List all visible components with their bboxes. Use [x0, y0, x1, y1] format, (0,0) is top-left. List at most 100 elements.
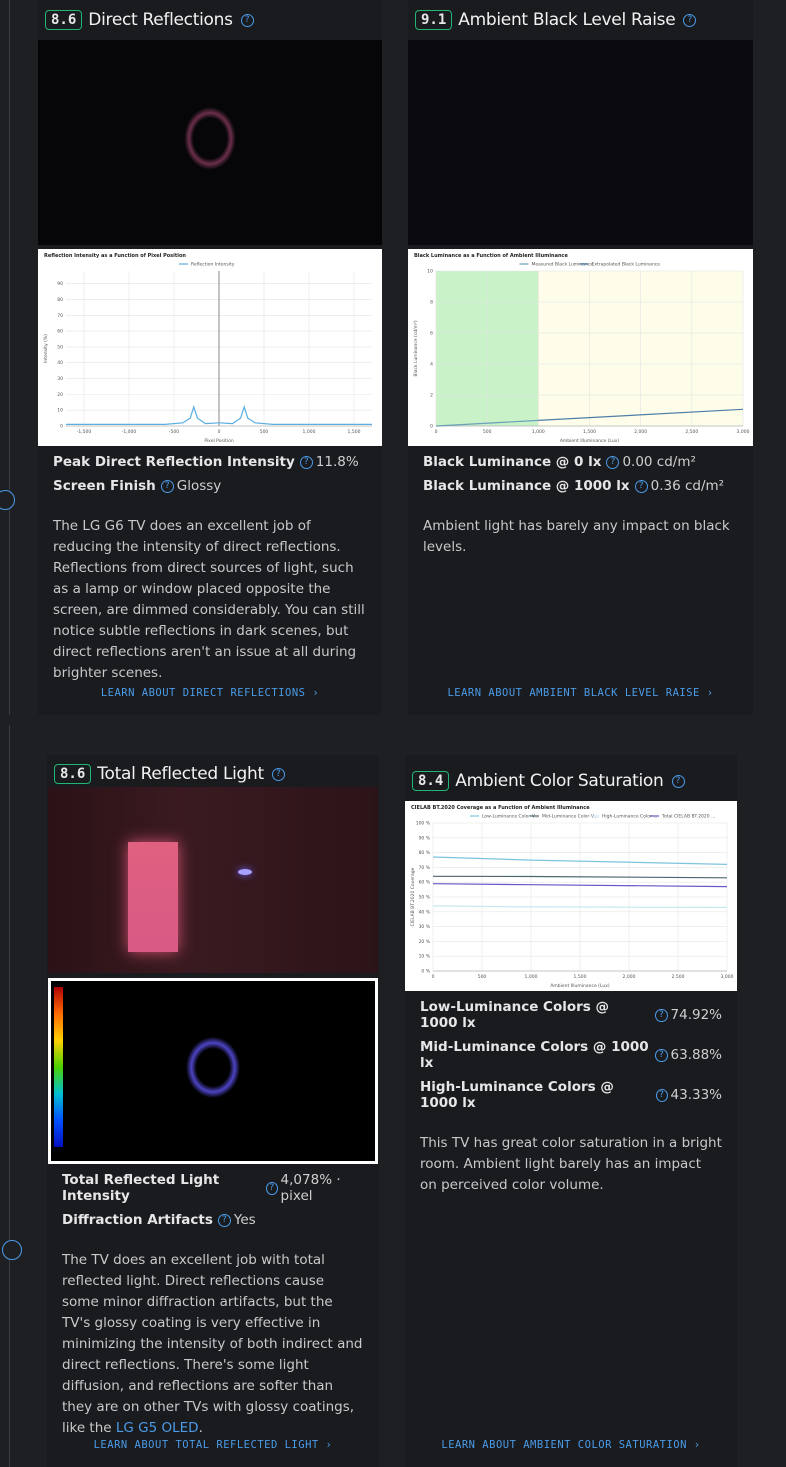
- x-axis-label: Ambient Illuminance (Lux): [550, 983, 610, 989]
- learn-link[interactable]: LEARN ABOUT AMBIENT COLOR SATURATION ›: [405, 1439, 737, 1467]
- x-tick-label: 1,500: [583, 429, 596, 435]
- card-header: 8.4 Ambient Color Saturation?: [405, 761, 737, 801]
- help-icon[interactable]: ?: [217, 1213, 231, 1227]
- photo: [48, 787, 378, 973]
- y-tick-label: 70 %: [419, 865, 431, 871]
- photo: [38, 40, 382, 245]
- x-tick-label: 1,500: [348, 429, 361, 435]
- metric: Total Reflected Light Intensity? 4,078% ·…: [62, 1172, 364, 1204]
- x-axis-label: Pixel Position: [204, 438, 234, 444]
- toc-button[interactable]: [0, 490, 15, 510]
- color-scale: [54, 987, 63, 1147]
- score-badge: 8.6: [54, 764, 92, 784]
- y-tick-label: 10: [427, 269, 433, 275]
- help-icon[interactable]: ?: [299, 455, 313, 469]
- card: 8.4 Ambient Color Saturation? CIELAB BT.20…: [405, 755, 737, 1467]
- x-tick-label: -1,500: [77, 429, 92, 435]
- y-tick-label: 0 %: [421, 969, 430, 975]
- card-title: Ambient Color Saturation: [455, 771, 664, 791]
- card-header: 8.6 Direct Reflections?: [38, 0, 382, 40]
- x-tick-label: 500: [478, 974, 487, 980]
- metric-label: Black Luminance @ 0 lx: [423, 454, 602, 470]
- help-icon[interactable]: ?: [606, 455, 620, 469]
- metric: Black Luminance @ 0 lx? 0.00 cd/m²: [423, 454, 738, 470]
- description: This TV has great color saturation in a …: [405, 1119, 737, 1196]
- metrics: Total Reflected Light Intensity? 4,078% ·…: [47, 1164, 379, 1236]
- legend-label: Total CIELAB BT.2020 ...: [661, 814, 715, 820]
- help-icon[interactable]: ?: [655, 1048, 668, 1062]
- help-icon[interactable]: ?: [655, 1088, 668, 1102]
- chevron: ›: [305, 687, 320, 699]
- rail-line: [9, 725, 10, 1467]
- legend-label: Reflection Intensity: [191, 262, 235, 268]
- metric: Diffraction Artifacts? Yes: [62, 1212, 364, 1228]
- y-tick-label: 20: [57, 392, 63, 398]
- x-tick-label: 1,000: [303, 429, 316, 435]
- learn-link[interactable]: LEARN ABOUT DIRECT REFLECTIONS ›: [38, 687, 382, 715]
- y-tick-label: 10 %: [419, 954, 431, 960]
- help-icon[interactable]: ?: [655, 1008, 668, 1022]
- y-tick-label: 0: [60, 424, 63, 430]
- help-icon[interactable]: ?: [271, 767, 285, 781]
- help-icon[interactable]: ?: [240, 13, 254, 27]
- x-tick-label: 1,000: [525, 974, 538, 980]
- x-tick-label: 0: [218, 429, 221, 435]
- x-tick-label: -500: [169, 429, 179, 435]
- legend-label: Measured Black Luminance: [532, 262, 594, 268]
- card: 9.1 Ambient Black Level Raise? Black Lumin…: [408, 0, 753, 715]
- light-spot: [238, 869, 252, 875]
- inline-link[interactable]: LG G5 OLED: [115, 1420, 199, 1436]
- metric-label: Mid-Luminance Colors @ 1000 lx: [420, 1039, 649, 1071]
- metrics: Low-Luminance Colors @ 1000 lx? 74.92% Mid…: [405, 991, 737, 1119]
- data-line: [435, 419, 539, 427]
- metric-value: 11.8%: [315, 454, 359, 470]
- learn-link[interactable]: LEARN ABOUT TOTAL REFLECTED LIGHT ›: [47, 1439, 379, 1467]
- legend-label: Mid-Luminance Color V...: [542, 814, 598, 820]
- photo: [408, 40, 753, 245]
- help-icon[interactable]: ?: [160, 479, 174, 493]
- x-tick-label: 3,000: [737, 429, 750, 435]
- learn-text: LEARN ABOUT DIRECT REFLECTIONS: [100, 687, 306, 699]
- help-icon[interactable]: ?: [634, 479, 648, 493]
- description: The TV does an excellent job with total …: [47, 1236, 379, 1439]
- learn-link[interactable]: LEARN ABOUT AMBIENT BLACK LEVEL RAISE ›: [408, 687, 753, 715]
- card-title: Ambient Black Level Raise: [458, 10, 676, 30]
- y-tick-label: 40 %: [419, 909, 431, 915]
- card: 8.6 Total Reflected Light? Total Reflected…: [47, 755, 379, 1467]
- y-tick-label: 80: [57, 297, 63, 303]
- chart-box: Black Luminance as a Function of Ambient…: [408, 249, 753, 446]
- y-tick-label: 8: [430, 300, 433, 306]
- x-tick-label: 2,500: [685, 429, 698, 435]
- y-axis-label: CIELAB BT.2020 Coverage: [410, 867, 416, 926]
- description: The LG G6 TV does an excellent job of re…: [38, 502, 382, 684]
- chevron: ›: [699, 687, 714, 699]
- toc-button[interactable]: [2, 1240, 22, 1260]
- x-tick-label: 2,000: [623, 974, 636, 980]
- y-tick-label: 2: [430, 393, 433, 399]
- description-text: The TV does an excellent job with total …: [62, 1252, 363, 1436]
- metric-label: Total Reflected Light Intensity: [62, 1172, 220, 1204]
- y-tick-label: 100 %: [416, 821, 431, 827]
- data-line: [66, 405, 372, 425]
- help-icon[interactable]: ?: [683, 13, 697, 27]
- y-tick-label: 10: [57, 408, 63, 414]
- y-tick-label: 90 %: [419, 835, 431, 841]
- mini-chart: Reflection Intensity as a Function of Pi…: [43, 253, 372, 444]
- screen-glow: [128, 842, 178, 952]
- y-tick-label: 20 %: [419, 939, 431, 945]
- help-icon[interactable]: ?: [671, 774, 685, 788]
- y-tick-label: 90: [57, 281, 63, 287]
- y-tick-label: 50: [57, 344, 63, 350]
- metric-label: Screen Finish: [53, 478, 156, 494]
- chevron: ›: [686, 1439, 701, 1451]
- card-header: 9.1 Ambient Black Level Raise?: [408, 0, 753, 40]
- mini-chart: Black Luminance as a Function of Ambient…: [413, 253, 750, 444]
- chart-title: Reflection Intensity as a Function of Pi…: [44, 253, 186, 259]
- data-line: [432, 875, 728, 879]
- help-icon[interactable]: ?: [266, 1181, 278, 1195]
- y-tick-label: 60: [57, 329, 63, 335]
- y-tick-label: 4: [430, 362, 433, 368]
- y-tick-label: 60 %: [419, 880, 431, 886]
- x-axis-label: Ambient Illuminance (Lux): [560, 438, 620, 444]
